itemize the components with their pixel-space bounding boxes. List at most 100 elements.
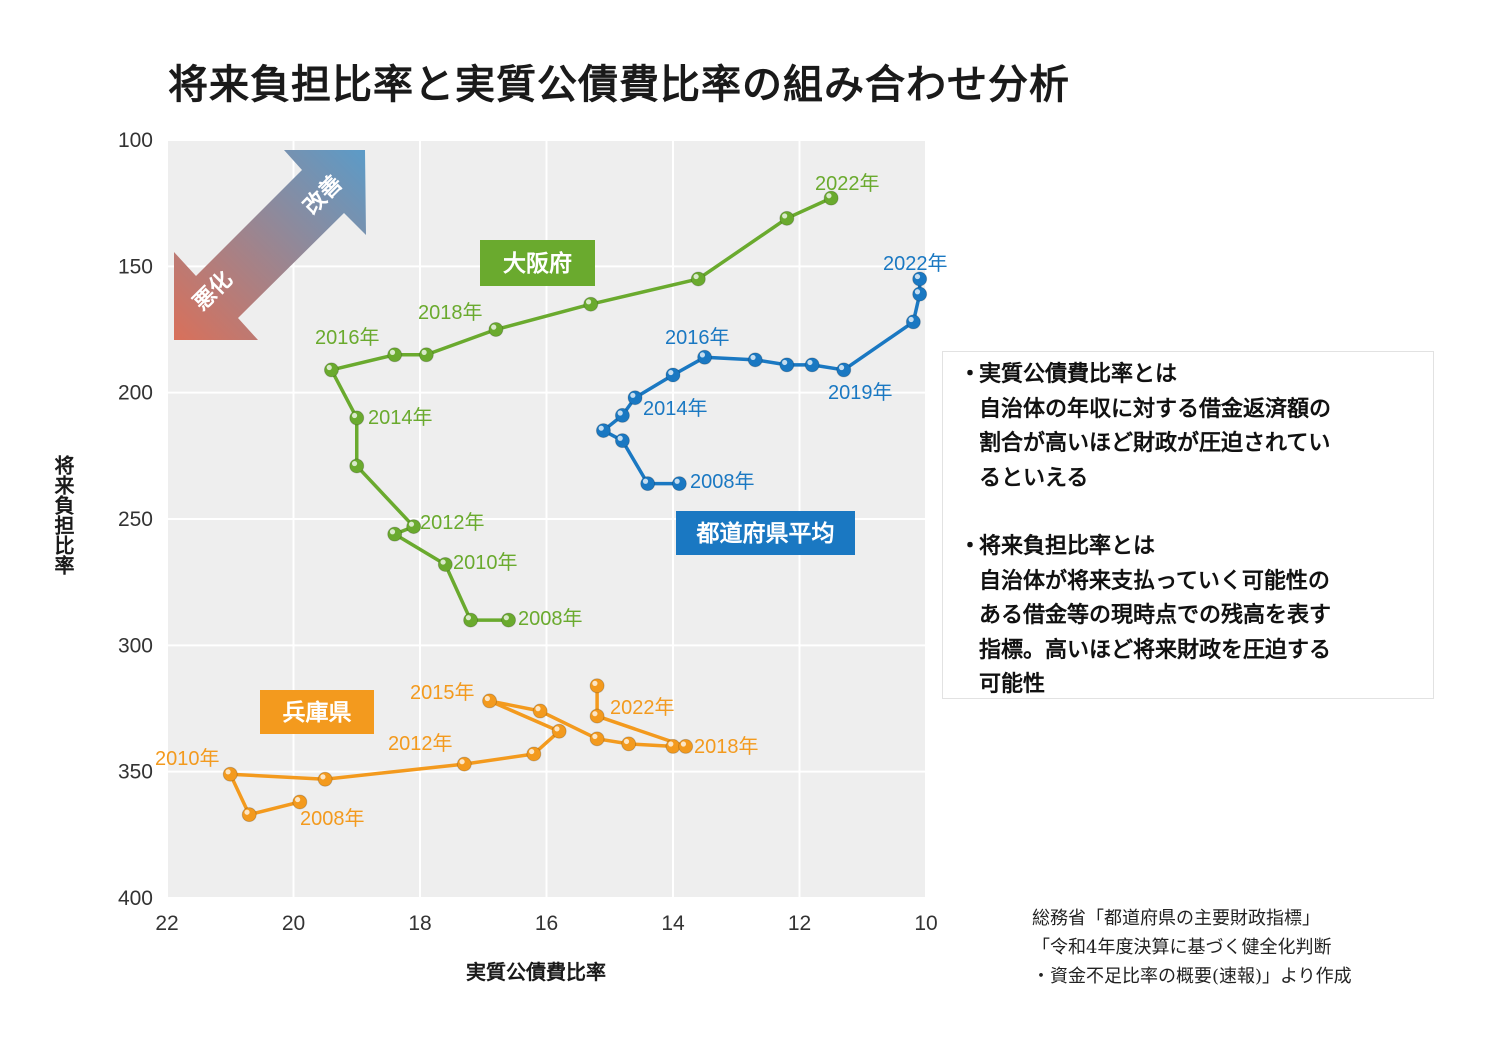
data-point-highlight xyxy=(782,213,788,219)
data-point xyxy=(222,766,238,782)
note-bullet: ・ xyxy=(959,362,982,387)
data-point xyxy=(349,458,365,474)
year-label: 2010年 xyxy=(155,747,220,770)
data-point xyxy=(665,367,681,383)
year-label: 2014年 xyxy=(643,397,708,420)
data-point-highlight xyxy=(750,354,756,361)
data-point-highlight xyxy=(914,273,921,280)
x-tick-label: 20 xyxy=(282,912,305,935)
data-point xyxy=(526,746,542,762)
data-point xyxy=(482,693,498,709)
y-tick-label: 250 xyxy=(118,508,153,531)
data-point xyxy=(614,433,630,449)
x-tick-label: 18 xyxy=(408,912,431,935)
data-point-highlight xyxy=(617,410,623,416)
data-point-highlight xyxy=(389,529,396,535)
data-point xyxy=(589,731,605,747)
data-point-highlight xyxy=(914,289,921,295)
year-label: 2012年 xyxy=(420,511,485,534)
year-label: 2014年 xyxy=(368,406,433,429)
data-point xyxy=(678,738,694,754)
data-point xyxy=(665,738,681,754)
data-point xyxy=(387,526,403,542)
y-tick-label: 100 xyxy=(118,129,153,152)
data-point xyxy=(406,519,422,535)
data-point xyxy=(418,347,434,363)
data-point xyxy=(779,357,795,373)
data-point-highlight xyxy=(693,273,699,280)
data-point-highlight xyxy=(630,392,636,398)
data-point-highlight xyxy=(459,759,465,765)
y-tick-label: 300 xyxy=(118,634,153,657)
series-badge-label: 兵庫県 xyxy=(283,699,352,726)
note-text: 実質公債費比率とは 自治体の年収に対する借金返済額の 割合が高いほど財政が圧迫さ… xyxy=(979,362,1332,491)
data-point-highlight xyxy=(295,796,301,803)
data-point-highlight xyxy=(668,741,674,747)
data-point-highlight xyxy=(529,748,535,755)
data-point-highlight xyxy=(320,774,326,780)
data-point-highlight xyxy=(440,559,446,565)
data-point xyxy=(583,296,599,312)
data-point xyxy=(488,322,504,337)
year-label: 2008年 xyxy=(690,470,755,493)
x-tick-label: 22 xyxy=(155,912,178,935)
y-tick-label: 150 xyxy=(118,255,153,278)
data-point-highlight xyxy=(484,695,490,702)
year-label: 2019年 xyxy=(828,381,893,404)
data-point xyxy=(804,357,820,373)
data-point xyxy=(905,314,921,330)
data-point xyxy=(501,612,517,628)
data-point-highlight xyxy=(807,359,813,366)
y-tick-label: 400 xyxy=(118,887,153,910)
x-tick-label: 12 xyxy=(788,912,811,935)
year-label: 2018年 xyxy=(694,735,759,758)
data-point xyxy=(779,210,795,226)
data-point-highlight xyxy=(491,324,497,330)
year-label: 2018年 xyxy=(418,301,483,324)
data-point-highlight xyxy=(244,809,250,815)
year-label: 2022年 xyxy=(883,252,948,275)
data-point-highlight xyxy=(351,412,358,419)
x-tick-label: 14 xyxy=(661,912,685,935)
data-point-highlight xyxy=(674,478,680,484)
year-label: 2008年 xyxy=(300,807,365,830)
year-label: 2010年 xyxy=(453,551,518,574)
source-note: 総務省「都道府県の主要財政指標」 「令和4年度決算に基づく健全化判断 ・資金不足… xyxy=(1032,908,1352,987)
data-point xyxy=(349,410,365,426)
x-axis-label: 実質公債費比率 xyxy=(466,960,606,984)
data-point-highlight xyxy=(642,478,649,484)
year-label: 2008年 xyxy=(518,607,583,630)
data-point-highlight xyxy=(838,364,845,371)
data-point-highlight xyxy=(699,352,706,358)
data-point xyxy=(532,703,548,719)
series-badge xyxy=(676,511,855,555)
year-label: 2022年 xyxy=(815,172,880,195)
data-point xyxy=(614,407,630,423)
data-point xyxy=(456,756,472,772)
improve-worsen-arrow xyxy=(174,150,366,340)
series-badge-label: 都道府県平均 xyxy=(696,520,835,547)
data-point-highlight xyxy=(623,738,630,745)
series-badge xyxy=(260,690,374,734)
data-point xyxy=(292,794,308,810)
data-point-highlight xyxy=(421,349,427,355)
data-point xyxy=(747,352,763,368)
chart-title: 将来負担比率と実質公債費比率の組み合わせ分析 xyxy=(168,62,1070,108)
data-point xyxy=(912,286,928,302)
data-point xyxy=(640,476,656,492)
data-point-highlight xyxy=(554,726,560,732)
data-point xyxy=(589,708,605,724)
data-point xyxy=(589,678,605,694)
note-item: ・ 将来負担比率とは 自治体が将来支払っていく可能性の ある借金等の現時点での残… xyxy=(959,530,1419,703)
year-label: 2015年 xyxy=(410,681,475,704)
data-point-highlight xyxy=(668,369,674,376)
series-badge xyxy=(480,240,595,286)
data-point-highlight xyxy=(908,316,914,323)
data-point xyxy=(387,347,403,363)
year-label: 2012年 xyxy=(388,732,453,755)
series-badge-label: 大阪府 xyxy=(503,250,572,277)
data-point-highlight xyxy=(326,364,332,371)
data-point xyxy=(697,349,713,365)
data-point xyxy=(551,723,567,739)
